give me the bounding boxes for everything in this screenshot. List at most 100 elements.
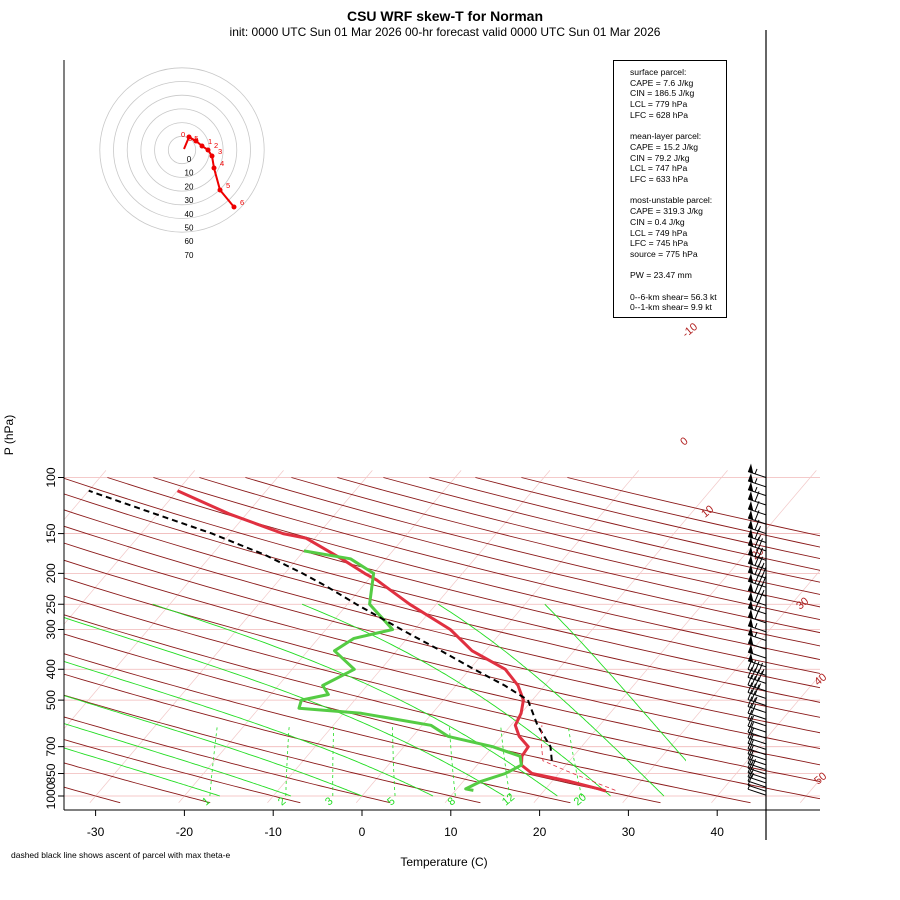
barb-pennant [748,463,754,474]
surface-parcel-line [541,725,616,791]
barb-half-flag [754,486,758,493]
y-tick-label: 150 [44,523,58,543]
y-tick-label: 850 [44,763,58,783]
barb-flag [747,659,753,670]
sounding-lines [88,489,616,793]
legend-line: surface parcel: [630,67,687,77]
y-tick-label: 200 [44,563,58,583]
precipitable-water: PW = 23.47 mm [630,270,692,281]
legend-line: 0--1-km shear= 9.9 kt [630,302,712,313]
barb-shaft [747,699,767,707]
barb-flag [754,555,760,566]
legend-line: LFC = 628 hPa [630,109,689,120]
hodograph-ring-label: 20 [185,182,194,191]
barb-flag [747,738,753,749]
x-axis-label: Temperature (C) [400,855,487,869]
moist-adiabat [438,603,665,797]
barb-flag [747,721,753,733]
hodograph-point-label: 1 [208,137,212,146]
moist-adiabat [64,617,505,797]
hodograph-point [205,147,211,153]
hodograph-point [211,165,217,171]
barb-flag [747,762,753,773]
wind-barb [747,659,767,676]
y-tick-label: 250 [44,594,58,614]
dry-adiabat [64,716,391,804]
chart-title: CSU WRF skew-T for Norman [347,8,543,24]
barb-shaft [747,742,767,750]
barb-half-flag [751,768,754,775]
wind-barb [747,689,767,707]
mixing-ratio-label: 3 [323,795,335,808]
mixing-ratio-label: 2 [276,795,288,808]
moist-adiabat [64,695,363,797]
mixing-ratio-line [392,725,396,796]
hodograph-ring-label: 50 [185,224,194,233]
wind-barb [747,500,767,516]
barb-flag [747,715,753,727]
hodograph-ring [113,81,251,219]
barb-half-flag [751,739,754,745]
x-tick-label: -20 [176,825,194,839]
x-tick-label: 20 [533,825,547,839]
isotherm-line [533,470,817,803]
barb-flag [751,683,756,694]
barb-pennant [748,519,754,530]
mixing-ratio-line [285,725,290,796]
legend-line: LCL = 749 hPa [630,227,688,238]
barb-shaft [747,748,767,756]
chart-subtitle: init: 0000 UTC Sun 01 Mar 2026 00-hr for… [230,25,661,39]
moist-adiabat [301,603,611,797]
barb-flag [747,748,753,759]
barb-flag [747,696,753,707]
barb-pennant [748,644,754,654]
hodograph-point [231,204,237,210]
x-tick-label: 30 [622,825,636,839]
axes: 1 2 3 5 8 12 20-100102030405010015020025030040… [44,321,829,839]
barb-flag [754,582,760,593]
barb-flag [754,609,760,620]
barb-flag [758,592,763,604]
hodograph-ring-label: 0 [187,155,192,164]
dry-adiabat [64,559,820,750]
dry-adiabat [64,762,211,804]
barb-flag [758,670,763,682]
x-tick-label: 0 [359,825,366,839]
isotherm-line [0,470,17,802]
barb-flag [754,677,760,688]
barb-pennant [748,472,754,483]
wind-barb [747,721,767,739]
wind-barb [747,519,767,535]
isotherm-line [267,470,551,803]
barb-flag [754,684,760,696]
isotherm-line [355,470,640,803]
isotherm-line [444,470,728,803]
barb-half-flag [751,733,754,740]
dry-adiabat [245,477,820,621]
barb-flag [751,668,756,679]
wind-barb [747,667,767,684]
dry-adiabat [64,509,820,703]
barb-half-flag [758,683,761,689]
barb-half-flag [754,478,758,484]
mixing-ratio-line [449,725,456,797]
barb-flag [747,743,753,755]
legend-line: CIN = 186.5 J/kg [630,88,695,99]
legend-line: CIN = 0.4 J/kg [630,216,685,227]
y-tick-label: 400 [44,659,58,679]
background-grid-inner [64,603,686,797]
barb-pennant [748,608,754,619]
dry-adiabat [64,653,661,804]
wind-barb [747,463,767,478]
barb-flag [758,662,763,674]
hodograph-point-label: 3 [218,147,222,156]
isotherm-label: 10 [699,503,716,520]
barb-flag [751,675,756,687]
barb-half-flag [747,783,751,790]
legend-line: CIN = 79.2 J/kg [630,152,690,163]
barb-flag [754,510,760,521]
barb-flag [754,591,760,602]
legend-line: LCL = 779 hPa [630,99,688,110]
barb-half-flag [751,722,754,728]
moist-adiabat [544,603,686,762]
